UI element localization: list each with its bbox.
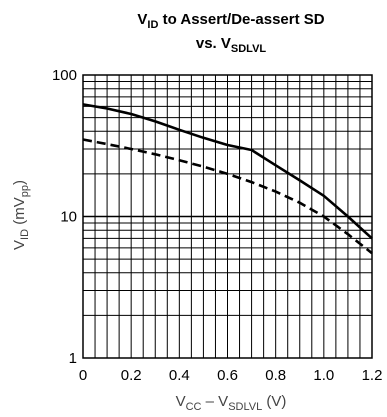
- x-tick-label: 1.2: [362, 367, 383, 384]
- x-tick-label: 1.0: [313, 367, 334, 384]
- x-axis-label: VCC – VSDLVL (V): [176, 393, 287, 413]
- chart-title-line1: VID to Assert/De-assert SD: [137, 11, 324, 31]
- x-tick-labels: 0 0.2 0.4 0.6 0.8 1.0 1.2: [79, 367, 383, 384]
- y-tick-label: 10: [60, 209, 77, 226]
- chart-title-line2: vs. VSDLVL: [196, 35, 267, 55]
- x-tick-label: 0.8: [265, 367, 286, 384]
- x-tick-label: 0.2: [121, 367, 142, 384]
- y-tick-labels: 1 10 100: [52, 67, 77, 367]
- y-tick-label: 100: [52, 67, 77, 84]
- series-line-dashed: [82, 138, 373, 255]
- series-line-solid: [82, 103, 373, 240]
- y-axis-label: VID (mVpp): [11, 180, 31, 250]
- y-tick-label: 1: [69, 350, 77, 367]
- series-group: [82, 103, 373, 255]
- x-tick-label: 0.4: [169, 367, 190, 384]
- x-tick-label: 0: [79, 367, 87, 384]
- plot-frame: [82, 74, 373, 359]
- x-tick-label: 0.6: [217, 367, 238, 384]
- grid: [83, 75, 372, 358]
